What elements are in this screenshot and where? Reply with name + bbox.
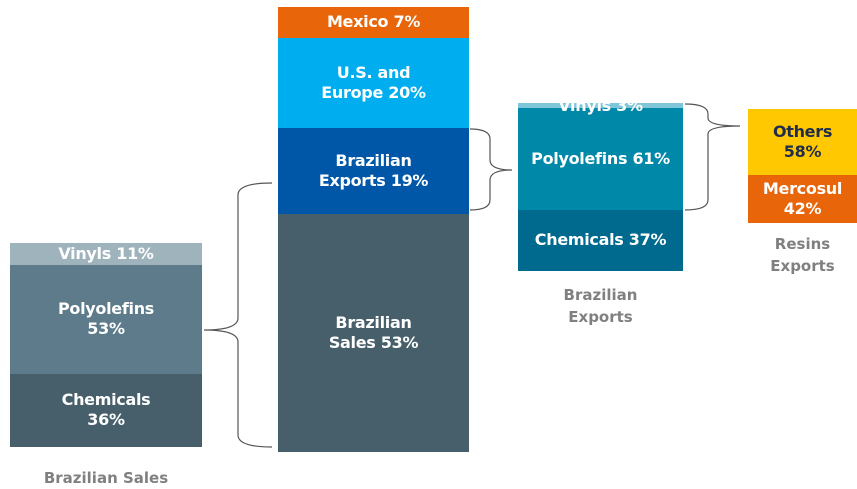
bar-segment: Mexico 7% (278, 6, 469, 38)
bar-segment: Vinyls 3% (518, 96, 683, 115)
brace (203, 182, 273, 448)
segment-value: 42% (783, 199, 822, 219)
segment-name: Chemicals (61, 390, 151, 410)
bar-segment: Others 58% (748, 109, 857, 176)
segment-label: Chemicals 37% (516, 230, 686, 250)
bar-title: Brazilian Exports (563, 286, 638, 326)
bar-segment: Brazilian Sales 53% (278, 213, 469, 452)
segment-name: Vinyls (558, 95, 611, 115)
segment-label: Brazilian Exports 19% (319, 151, 429, 191)
bar-segment: U.S. and Europe 20% (278, 38, 469, 128)
brace (469, 128, 513, 211)
segment-name: Mexico (326, 12, 389, 32)
segment-value: 61% (632, 148, 670, 168)
bar-segment: Polyolefins 53% (10, 265, 202, 374)
segment-name: Brazilian Sales (328, 312, 412, 352)
segment-name: Polyolefins (531, 148, 628, 168)
segment-label: Polyolefins 61% (516, 149, 686, 169)
segment-name: Others (772, 122, 833, 142)
segment-name: Polyolefins (57, 299, 155, 319)
segment-label: Others 58% (758, 122, 848, 162)
bar-segment: Chemicals 36% (10, 373, 202, 447)
segment-label: Polyolefins 53% (41, 299, 171, 339)
segment-value: 20% (388, 83, 426, 102)
bar-segment: Polyolefins 61% (516, 108, 686, 210)
segment-value: 53% (380, 332, 419, 352)
bar-title: Brazilian Sales (43, 469, 169, 487)
segment-value: 7% (393, 12, 421, 32)
segment-value: 11% (116, 244, 154, 264)
segment-label: Brazilian Sales 53% (319, 313, 429, 353)
bar-segment: Chemicals 37% (516, 209, 686, 271)
segment-name: Vinyls (58, 244, 111, 264)
segment-name: Brazilian Exports (318, 150, 412, 190)
segment-label: U.S. and Europe 20% (319, 63, 429, 103)
bar-segment: Mercosul 42% (748, 175, 857, 223)
segment-name: Chemicals (534, 230, 624, 250)
segment-label: Mexico 7% (319, 12, 429, 32)
segment-label: Vinyls 11% (41, 244, 171, 264)
segment-value: 36% (87, 410, 125, 430)
bar-segment: Brazilian Exports 19% (278, 128, 469, 214)
segment-name: Mercosul (762, 179, 843, 199)
brace (684, 103, 741, 211)
bar-segment: Vinyls 11% (10, 243, 202, 266)
segment-value: 19% (390, 170, 429, 190)
segment-value: 37% (628, 230, 667, 250)
bar-title: Resins Exports (770, 235, 835, 275)
segment-value: 58% (783, 142, 822, 162)
segment-label: Mercosul 42% (758, 179, 848, 219)
segment-label: Chemicals 36% (41, 390, 171, 430)
segment-value: 53% (87, 319, 125, 339)
segment-value: 3% (616, 95, 643, 115)
segment-name: U.S. and Europe (321, 63, 411, 102)
segment-label: Vinyls 3% (516, 96, 686, 116)
